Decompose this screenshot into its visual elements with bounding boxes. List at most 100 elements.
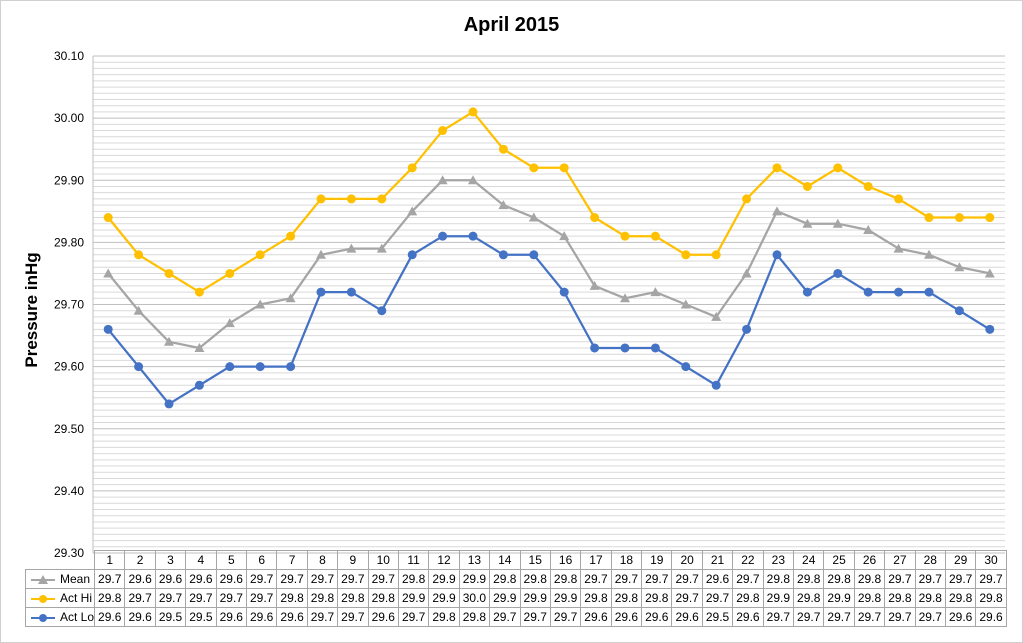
x-tick-label: 6	[245, 550, 278, 570]
data-label: 29.5	[154, 607, 187, 627]
data-point	[894, 287, 904, 297]
x-tick-label: 30	[975, 550, 1007, 570]
data-label: 29.7	[914, 607, 946, 627]
data-label: 29.7	[489, 607, 521, 627]
data-point	[832, 218, 843, 228]
data-label: 29.7	[154, 588, 187, 608]
x-tick-label: 11	[397, 550, 430, 570]
data-label: 29.9	[762, 588, 795, 608]
legend-key	[31, 613, 55, 622]
data-point	[833, 268, 843, 278]
data-label: 29.7	[580, 569, 612, 589]
data-label: 29.6	[245, 607, 278, 627]
legend-label: Mean	[60, 572, 91, 586]
y-tick-label: 29.40	[54, 484, 84, 498]
data-point	[468, 231, 478, 241]
data-point	[346, 287, 356, 297]
data-label: 29.7	[549, 607, 582, 627]
data-point	[103, 268, 114, 278]
data-point	[225, 268, 235, 278]
x-tick-label: 28	[914, 550, 946, 570]
data-point	[590, 213, 600, 223]
data-point	[255, 299, 266, 309]
data-label: 29.7	[762, 607, 795, 627]
data-point	[164, 268, 174, 278]
table-corner	[25, 550, 96, 570]
data-label: 29.8	[489, 569, 521, 589]
x-tick-label: 25	[823, 550, 855, 570]
data-point	[681, 362, 691, 372]
series-layer	[103, 107, 995, 409]
data-label: 29.7	[337, 607, 369, 627]
data-point	[954, 262, 965, 272]
data-point	[924, 249, 934, 259]
legend-marker	[39, 613, 47, 622]
x-tick-label: 10	[367, 550, 399, 570]
x-tick-label: 18	[610, 550, 643, 570]
data-label: 29.7	[367, 569, 399, 589]
data-label: 29.6	[215, 569, 247, 589]
data-label: 29.8	[428, 607, 460, 627]
data-point	[529, 250, 539, 260]
table-row: Act Lo 29.6 29.6 29.5 29.5 29.6 29.6 29.6 29.7 29…	[24, 607, 1007, 627]
data-label: 29.8	[853, 569, 886, 589]
chart-title: April 2015	[463, 14, 560, 36]
data-point	[164, 399, 174, 409]
y-tick-label: 29.80	[54, 235, 84, 249]
data-label: 29.7	[245, 588, 278, 608]
data-label: 29.6	[185, 569, 217, 589]
x-tick-label: 17	[580, 550, 612, 570]
series-line	[107, 110, 990, 294]
data-point	[650, 287, 661, 297]
data-point	[650, 231, 660, 241]
data-label: 29.8	[975, 588, 1007, 608]
x-tick-label: 24	[793, 550, 825, 570]
data-point	[620, 343, 630, 353]
y-tick-label: 29.60	[54, 360, 84, 374]
x-tick-label: 29	[944, 550, 977, 570]
data-label: 29.6	[701, 569, 734, 589]
data-label: 29.8	[884, 588, 916, 608]
data-label: 29.8	[276, 588, 308, 608]
table-row: Mean 29.7 29.6 29.6 29.6 29.6 29.7 29.7 29.7 29.7…	[24, 569, 1007, 589]
data-point	[103, 324, 113, 334]
major-gridlines	[92, 55, 1005, 554]
data-point	[863, 287, 873, 297]
data-label: 29.7	[519, 607, 551, 627]
data-label: 29.8	[914, 588, 946, 608]
data-point	[894, 194, 904, 204]
data-label: 29.8	[793, 588, 825, 608]
data-label: 29.8	[762, 569, 795, 589]
legend-label: Act Hi	[60, 591, 93, 605]
data-point	[954, 306, 964, 316]
data-point	[498, 144, 508, 154]
data-label: 29.7	[306, 569, 339, 589]
data-point	[407, 163, 417, 173]
data-label: 29.8	[549, 569, 582, 589]
data-point	[529, 163, 539, 173]
data-point	[680, 299, 691, 309]
data-label: 29.7	[306, 607, 339, 627]
data-point	[437, 175, 448, 185]
data-point	[620, 293, 630, 303]
data-point	[772, 206, 782, 216]
data-label: 29.7	[245, 569, 278, 589]
data-point	[316, 287, 326, 297]
data-point	[498, 200, 509, 210]
y-tick-label: 30.00	[54, 111, 84, 125]
data-point	[134, 362, 144, 372]
data-label: 29.6	[124, 569, 156, 589]
data-point	[924, 287, 934, 297]
x-tick-label: 16	[549, 550, 582, 570]
data-point	[224, 318, 235, 328]
data-point	[650, 343, 660, 353]
data-label: 29.7	[975, 569, 1007, 589]
y-tick-label: 29.90	[54, 173, 84, 187]
data-point	[316, 194, 326, 204]
data-label: 29.7	[215, 588, 247, 608]
data-label: 29.7	[914, 569, 946, 589]
data-point	[711, 380, 721, 390]
x-tick-label: 9	[337, 550, 369, 570]
x-tick-label: 4	[185, 550, 217, 570]
data-point	[255, 362, 265, 372]
